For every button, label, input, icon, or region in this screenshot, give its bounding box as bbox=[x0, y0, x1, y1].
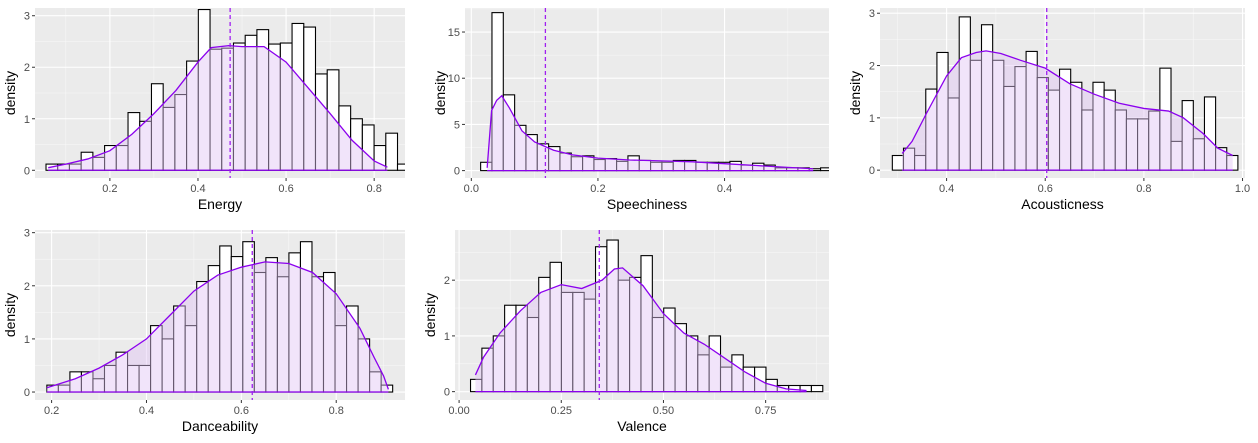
x-tick-label: 0.4 bbox=[190, 183, 205, 195]
y-tick-label: 2 bbox=[444, 275, 450, 287]
y-tick-label: 2 bbox=[24, 62, 30, 74]
y-tick-label: 0 bbox=[454, 166, 460, 178]
axis-ticks: 0.2 0.4 0.6 0.8 0 1 2 3 bbox=[24, 11, 382, 195]
density-fill bbox=[475, 267, 807, 392]
axis-ticks: 0.0 0.2 0.4 0 5 10 15 bbox=[448, 27, 732, 195]
x-tick-label: 0.00 bbox=[448, 405, 469, 417]
y-tick-label: 3 bbox=[24, 228, 30, 240]
histogram-bar bbox=[396, 163, 405, 171]
y-tick-label: 1 bbox=[444, 331, 450, 343]
plot-area bbox=[45, 8, 421, 178]
x-axis-title: Speechiness bbox=[607, 196, 687, 212]
x-tick-label: 0.6 bbox=[278, 183, 293, 195]
y-tick-label: 2 bbox=[24, 281, 30, 293]
histogram-bars bbox=[46, 241, 394, 393]
x-tick-label: 0.4 bbox=[139, 405, 154, 417]
density-line bbox=[901, 50, 1233, 157]
y-tick-label: 0 bbox=[24, 165, 30, 177]
x-tick-label: 0.0 bbox=[464, 183, 479, 195]
y-tick-label: 2 bbox=[869, 61, 875, 73]
density-line bbox=[486, 94, 814, 170]
density-fill bbox=[487, 95, 814, 171]
density-fill bbox=[46, 261, 389, 393]
y-tick-label: 15 bbox=[448, 27, 460, 39]
histogram-panel-valence: 0.00 0.25 0.50 0.75 0 1 2 Valence density bbox=[422, 230, 829, 434]
x-tick-label: 0.8 bbox=[1136, 183, 1151, 195]
histogram-bar bbox=[810, 384, 824, 393]
plot-area bbox=[469, 230, 824, 400]
plot-area bbox=[480, 8, 843, 178]
y-tick-label: 1 bbox=[24, 114, 30, 126]
axis-ticks: 0.00 0.25 0.50 0.75 0 1 2 bbox=[444, 275, 776, 417]
y-tick-label: 10 bbox=[448, 73, 460, 85]
x-tick-label: 0.2 bbox=[44, 405, 59, 417]
axis-ticks: 0.2 0.4 0.6 0.8 0 1 2 3 bbox=[24, 228, 344, 417]
density-line bbox=[474, 267, 807, 392]
y-tick-label: 0 bbox=[444, 387, 450, 399]
x-axis-title: Valence bbox=[617, 418, 667, 434]
plot-area bbox=[891, 8, 1239, 178]
y-axis-title: density bbox=[2, 71, 18, 115]
y-tick-label: 3 bbox=[24, 11, 30, 23]
histogram-bar bbox=[385, 132, 399, 171]
x-tick-label: 1.0 bbox=[1235, 183, 1250, 195]
x-tick-label: 0.2 bbox=[102, 183, 117, 195]
y-tick-label: 0 bbox=[24, 387, 30, 399]
x-tick-label: 0.75 bbox=[755, 405, 776, 417]
x-tick-label: 0.25 bbox=[551, 405, 572, 417]
histogram-bar bbox=[832, 168, 843, 171]
density-fill bbox=[902, 50, 1233, 171]
x-tick-label: 0.4 bbox=[939, 183, 954, 195]
y-tick-label: 3 bbox=[869, 8, 875, 20]
histogram-bars bbox=[891, 16, 1239, 171]
x-tick-label: 0.8 bbox=[367, 183, 382, 195]
plot-area bbox=[46, 230, 394, 400]
y-axis-title: density bbox=[847, 71, 863, 115]
x-tick-label: 0.6 bbox=[234, 405, 249, 417]
y-tick-label: 1 bbox=[24, 334, 30, 346]
x-axis-title: Danceability bbox=[182, 418, 258, 434]
histogram-panel-speechiness: 0.0 0.2 0.4 0 5 10 15 Speechiness density bbox=[432, 8, 843, 212]
density-line bbox=[48, 44, 388, 169]
histogram-panel-acousticness: 0.4 0.6 0.8 1.0 0 1 2 3 Acousticness density bbox=[847, 8, 1250, 212]
density-fill bbox=[48, 45, 388, 171]
y-tick-label: 0 bbox=[869, 165, 875, 177]
histogram-bar bbox=[409, 164, 421, 170]
y-axis-title: density bbox=[2, 293, 18, 337]
y-tick-label: 1 bbox=[869, 113, 875, 125]
x-tick-label: 0.4 bbox=[717, 183, 732, 195]
histogram-bar bbox=[891, 154, 905, 171]
y-tick-label: 5 bbox=[454, 119, 460, 131]
x-tick-label: 0.8 bbox=[329, 405, 344, 417]
axis-ticks: 0.4 0.6 0.8 1.0 0 1 2 3 bbox=[869, 8, 1250, 195]
density-line bbox=[46, 261, 390, 390]
x-tick-label: 0.2 bbox=[590, 183, 605, 195]
histogram-panel-danceability: 0.2 0.4 0.6 0.8 0 1 2 3 Danceability density bbox=[2, 228, 405, 434]
x-axis-title: Energy bbox=[198, 196, 242, 212]
x-tick-label: 0.50 bbox=[653, 405, 674, 417]
histogram-panel-energy: 0.2 0.4 0.6 0.8 0 1 2 3 Energy density bbox=[2, 8, 421, 212]
histogram-bar bbox=[820, 167, 829, 172]
x-axis-title: Acousticness bbox=[1021, 196, 1103, 212]
y-axis-title: density bbox=[422, 293, 438, 337]
x-tick-label: 0.6 bbox=[1038, 183, 1053, 195]
histogram-bars bbox=[45, 8, 421, 171]
y-axis-title: density bbox=[432, 71, 448, 115]
